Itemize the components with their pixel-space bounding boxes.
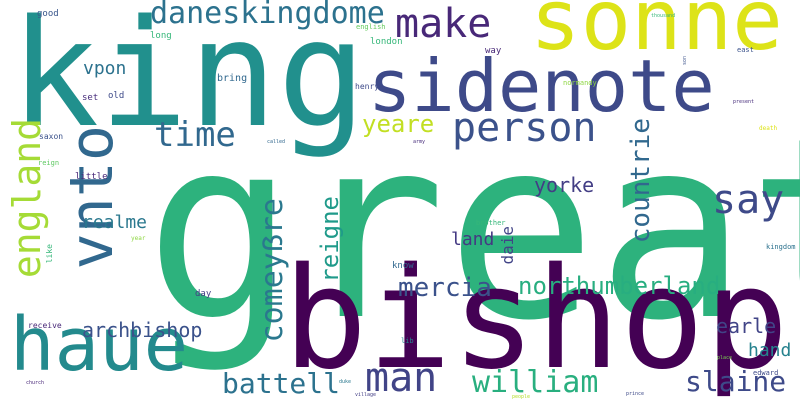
word-36: way xyxy=(485,46,502,56)
word-21: mercia xyxy=(398,273,492,303)
word-54: place xyxy=(717,355,733,361)
word-16: countrie xyxy=(626,118,656,244)
word-26: yorke xyxy=(534,173,595,197)
word-43: little xyxy=(75,172,108,182)
word-47: brother xyxy=(476,219,506,227)
word-23: archbishop xyxy=(82,318,203,342)
word-58: son xyxy=(682,56,688,66)
word-20: battell xyxy=(222,367,341,400)
word-65: people xyxy=(512,394,531,400)
word-38: normandy xyxy=(563,79,597,87)
word-63: called xyxy=(267,139,286,145)
word-60: prince xyxy=(626,391,645,397)
word-48: receive xyxy=(28,321,62,330)
word-53: church xyxy=(26,380,45,386)
word-2: bishop xyxy=(283,238,789,400)
word-32: long xyxy=(150,31,172,41)
word-39: old xyxy=(108,91,125,101)
word-18: yeare xyxy=(362,110,435,138)
word-41: saxon xyxy=(39,132,64,141)
word-8: england xyxy=(5,118,49,279)
word-61: village xyxy=(355,392,377,398)
word-35: london xyxy=(370,37,403,47)
word-15: northumberland xyxy=(518,272,721,300)
word-37: henry xyxy=(355,82,380,91)
word-42: reign xyxy=(38,159,60,167)
word-25: earle xyxy=(716,314,777,338)
word-55: death xyxy=(759,125,778,132)
word-17: reigne xyxy=(316,196,344,283)
word-64: army xyxy=(413,139,426,145)
word-52: lib xyxy=(401,337,414,345)
word-51: edward xyxy=(753,369,779,377)
word-34: english xyxy=(356,23,386,31)
word-46: know xyxy=(392,261,414,271)
word-22: slaine xyxy=(685,365,787,398)
word-31: good xyxy=(37,9,59,19)
word-59: year xyxy=(131,235,146,242)
word-33: bring xyxy=(217,73,248,84)
word-45: day xyxy=(195,289,212,299)
word-13: man xyxy=(365,355,438,400)
word-7: person xyxy=(452,105,597,151)
word-40: set xyxy=(82,93,99,103)
word-62: duke xyxy=(339,379,352,385)
word-50: kingdom xyxy=(766,243,796,251)
word-49: east xyxy=(737,46,754,54)
word-56: present xyxy=(733,99,755,105)
word-44: like xyxy=(45,244,54,264)
word-1: king xyxy=(10,0,367,160)
word-24: vpon xyxy=(83,58,127,79)
word-29: land xyxy=(451,229,495,250)
word-14: william xyxy=(472,365,599,400)
word-12: say xyxy=(712,177,785,223)
word-0: great xyxy=(145,84,800,375)
word-27: realme xyxy=(82,212,148,233)
word-4: sidenote xyxy=(368,44,715,128)
word-57: thousand xyxy=(651,13,676,19)
word-30: daie xyxy=(498,226,517,265)
word-5: vnto xyxy=(57,125,127,270)
word-6: haue xyxy=(10,302,189,388)
word-3: sonne xyxy=(530,0,783,69)
word-28: hand xyxy=(748,340,792,361)
word-9: make xyxy=(395,1,492,47)
word-19: comeyẞre xyxy=(255,198,290,343)
word-11: time xyxy=(154,115,236,155)
word-10: daneskingdome xyxy=(150,0,385,31)
